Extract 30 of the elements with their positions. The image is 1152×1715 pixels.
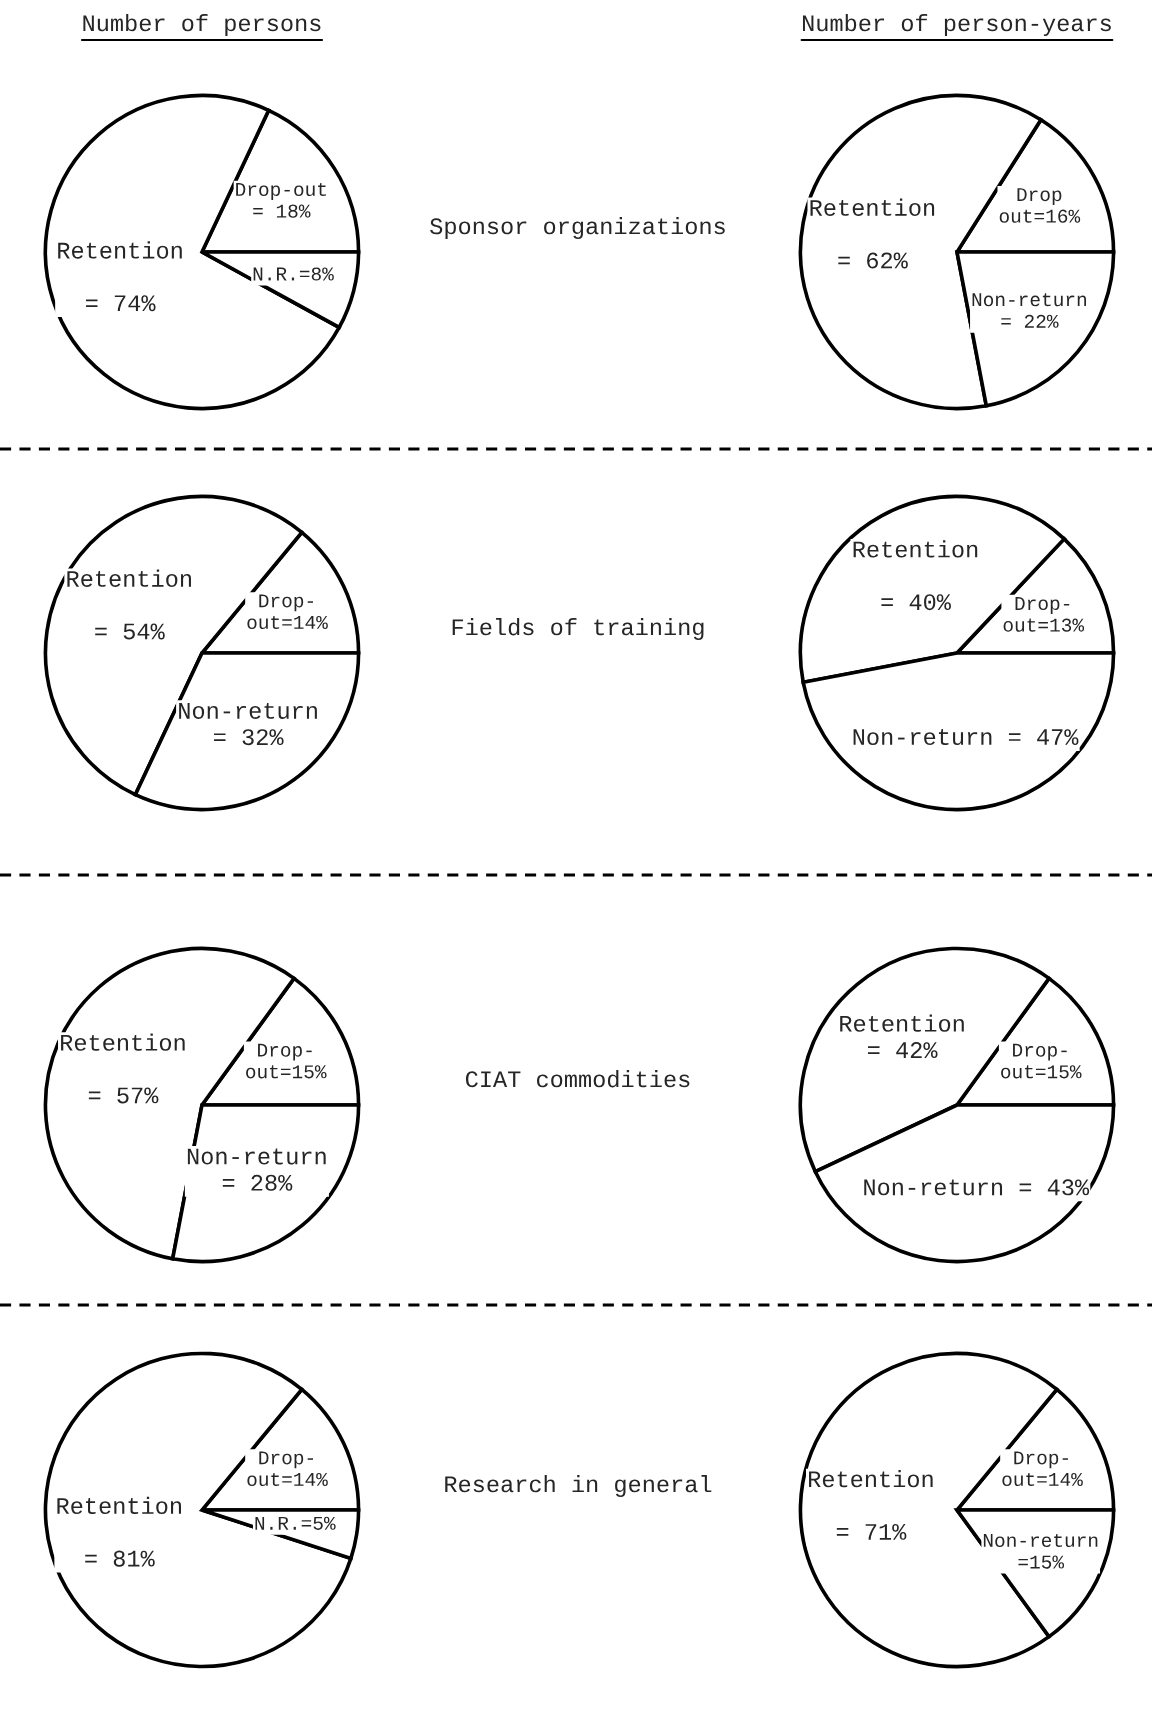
slice-label: N.R.=8% xyxy=(253,267,334,281)
slice-label: Drop- out=13% xyxy=(1003,597,1085,632)
category-label: Retention = 74% xyxy=(58,241,182,312)
slice-label: Drop out=16% xyxy=(999,188,1081,223)
chart-title: Number of person-years xyxy=(802,14,1111,37)
slice-label: Non-return =15% xyxy=(983,1533,1098,1569)
text: Fields of training xyxy=(452,617,704,640)
chart-title: Number of persons xyxy=(83,14,321,37)
slice-label: Drop- out=14% xyxy=(1002,1451,1083,1487)
text: CIAT commodities xyxy=(465,1069,690,1088)
slice-label: Drop- out=15% xyxy=(246,1043,327,1079)
slice-label: Non-return = 43% xyxy=(864,1179,1090,1196)
slice-label: Drop-out = 18% xyxy=(236,182,326,218)
category-label: Retention = 54% xyxy=(67,569,191,640)
category-label: Retention = 40% xyxy=(853,540,978,611)
category-label: Retention = 71% xyxy=(809,1470,933,1540)
slice-label: Non-return = 47% xyxy=(853,729,1079,746)
slice-label: Drop- out=14% xyxy=(247,1451,328,1487)
category-label: Retention = 81% xyxy=(57,1496,181,1567)
slice-label: N.R.=5% xyxy=(255,1516,336,1530)
slice-label: Drop- out=15% xyxy=(1001,1043,1082,1079)
text: Research in general xyxy=(445,1474,712,1497)
slice-label: Non-return = 32% xyxy=(179,702,317,746)
slice-label: Non-return = 28% xyxy=(187,1148,326,1191)
text: Sponsor organizations xyxy=(430,216,725,239)
slice-label: Drop- out=14% xyxy=(247,594,328,630)
category-label: Retention = 62% xyxy=(810,198,935,269)
slice-label: Non-return = 22% xyxy=(972,293,1087,328)
slice-label: Retention = 42% xyxy=(840,1014,964,1059)
category-label: Retention = 57% xyxy=(61,1033,185,1104)
